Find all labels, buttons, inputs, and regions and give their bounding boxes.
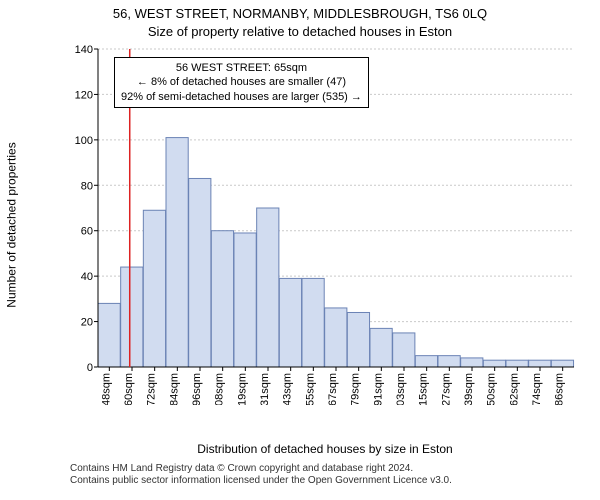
title-line1: 56, WEST STREET, NORMANBY, MIDDLESBROUGH… [0,6,600,21]
svg-text:108sqm: 108sqm [214,373,226,405]
annotation-line1: 56 WEST STREET: 65sqm [121,61,362,75]
title-line2: Size of property relative to detached ho… [0,24,600,39]
annotation-line3: 92% of semi-detached houses are larger (… [121,90,362,104]
svg-text:250sqm: 250sqm [486,373,498,405]
x-axis-label: Distribution of detached houses by size … [70,442,580,456]
svg-text:286sqm: 286sqm [554,373,566,405]
svg-text:20: 20 [81,317,93,329]
svg-text:179sqm: 179sqm [350,373,362,405]
svg-text:40: 40 [81,271,93,283]
y-axis-label-container: Number of detached properties [4,45,20,405]
svg-text:60sqm: 60sqm [123,373,135,405]
footer: Contains HM Land Registry data © Crown c… [70,463,580,487]
svg-text:203sqm: 203sqm [395,373,407,405]
svg-text:100: 100 [75,135,93,147]
svg-text:143sqm: 143sqm [282,373,294,405]
svg-text:131sqm: 131sqm [259,373,271,405]
svg-text:215sqm: 215sqm [418,373,430,405]
svg-text:140: 140 [75,45,93,56]
chart-area: 0 20 40 60 80 100 120 140 48sqm 60sqm 72sqm 84sqm 96… [70,45,580,405]
footer-line2: Contains public sector information licen… [70,475,580,487]
svg-text:0: 0 [87,362,93,374]
svg-text:80: 80 [81,180,93,192]
svg-text:155sqm: 155sqm [304,373,316,405]
svg-text:48sqm: 48sqm [100,373,112,405]
svg-text:120: 120 [75,89,93,101]
svg-text:167sqm: 167sqm [327,373,339,405]
svg-text:239sqm: 239sqm [463,373,475,405]
svg-text:191sqm: 191sqm [372,373,384,405]
annotation-line2: ← 8% of detached houses are smaller (47) [121,75,362,89]
svg-text:96sqm: 96sqm [191,373,203,405]
annotation-box: 56 WEST STREET: 65sqm ← 8% of detached h… [114,57,369,108]
svg-text:119sqm: 119sqm [236,373,248,405]
svg-text:60: 60 [81,226,93,238]
svg-text:84sqm: 84sqm [168,373,180,405]
svg-text:72sqm: 72sqm [146,373,158,405]
y-axis-label: Number of detached properties [5,142,19,307]
svg-text:274sqm: 274sqm [531,373,543,405]
footer-line1: Contains HM Land Registry data © Crown c… [70,463,580,475]
svg-text:227sqm: 227sqm [440,373,452,405]
svg-text:262sqm: 262sqm [508,373,520,405]
